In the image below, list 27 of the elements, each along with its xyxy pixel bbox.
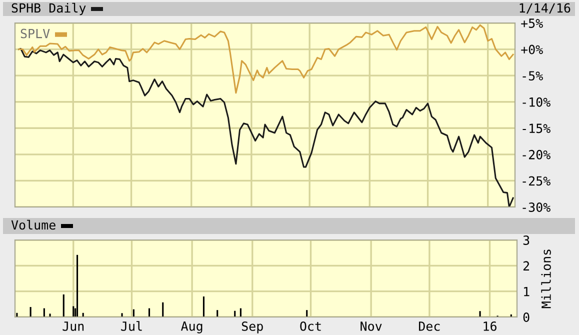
y-tick-label: -20% — [522, 150, 550, 160]
y-tick-label: -15% — [522, 124, 550, 134]
text: 1/14/16 — [520, 3, 570, 14]
x-tick-label: Oct — [300, 321, 321, 331]
y-tick-label: 3 — [523, 236, 530, 245]
line-series — [18, 24, 514, 94]
legend-label: SPHB Daily — [12, 2, 86, 16]
legend-label: SPLV — [20, 28, 50, 38]
y-tick-label: -30% — [522, 202, 550, 212]
y-tick-label: 2 — [523, 261, 530, 270]
y-tick-label: -5% — [522, 71, 543, 81]
x-tick-label: Sep — [242, 321, 263, 334]
y-axis-title: Millions — [541, 250, 551, 308]
y-tick-label: +5% — [521, 18, 543, 28]
line-series — [18, 48, 514, 207]
x-tick-label: 16 — [484, 321, 496, 331]
x-tick-label: Nov — [360, 322, 382, 331]
x-tick-label: Dec — [418, 322, 440, 331]
x-tick-label: Jul — [121, 321, 142, 331]
legend-label: Volume — [11, 220, 56, 230]
y-tick-label: -10% — [522, 97, 550, 107]
x-tick-label: Aug — [181, 322, 202, 334]
y-tick-label: +0% — [521, 44, 543, 54]
y-tick-label: 0 — [523, 312, 530, 322]
y-tick-label: -25% — [522, 176, 550, 186]
x-tick-label: Jun — [62, 322, 84, 331]
y-tick-label: 1 — [524, 287, 530, 296]
